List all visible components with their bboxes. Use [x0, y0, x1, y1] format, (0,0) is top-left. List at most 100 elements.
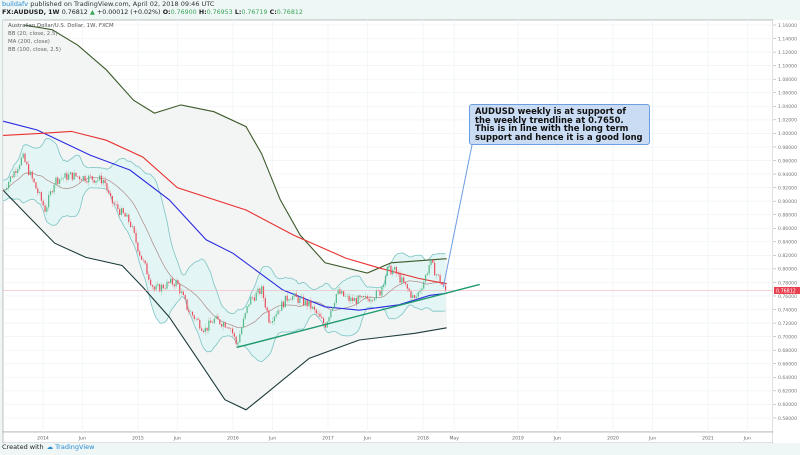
y-tick-label: 0.86000: [778, 226, 797, 232]
candle-body: [91, 176, 93, 180]
candle: [281, 298, 283, 311]
candle-body: [235, 336, 237, 344]
tradingview-logo[interactable]: ☁ TradingView: [46, 443, 95, 451]
candle-body: [64, 173, 66, 178]
y-tick-label: 1.06000: [778, 91, 797, 97]
candle-body: [277, 310, 279, 315]
candle-body: [268, 310, 270, 323]
candle: [210, 316, 212, 323]
y-tick-label: 0.62000: [778, 389, 797, 395]
candle-body: [28, 164, 30, 176]
candle: [140, 255, 143, 261]
candle-body: [410, 291, 412, 298]
candle: [122, 207, 124, 214]
candle: [384, 274, 387, 288]
candle-body: [403, 277, 405, 283]
candle-body: [6, 188, 8, 190]
candle-body: [60, 178, 63, 180]
candle-body: [262, 286, 265, 299]
legend-ma200[interactable]: MA (200, close): [8, 39, 50, 45]
candle-body: [166, 281, 168, 289]
candle-body: [230, 328, 232, 329]
price-chart[interactable]: 1.16000 1.14000 1.12000 1.10000 1.08000 1.060…: [0, 18, 800, 443]
time-axis[interactable]: [2, 431, 774, 443]
candle: [270, 320, 272, 324]
legend-bb100[interactable]: BB (100, close, 2.5): [8, 47, 61, 53]
candle: [151, 284, 154, 290]
candle-body: [419, 290, 421, 293]
candle: [124, 211, 126, 217]
candle-body: [186, 299, 188, 310]
candle: [195, 317, 197, 322]
candle-body: [248, 304, 250, 307]
candle-body: [444, 285, 447, 291]
candle: [49, 188, 52, 198]
candle-body: [146, 263, 148, 275]
candle: [432, 259, 434, 264]
candle: [113, 200, 115, 206]
candle: [58, 178, 61, 188]
candle: [319, 311, 321, 317]
author-link[interactable]: buildafv: [2, 0, 29, 8]
candle-body: [344, 296, 347, 297]
candle: [166, 278, 168, 290]
candle: [62, 177, 64, 182]
candle-body: [332, 307, 334, 311]
candle-body: [190, 311, 192, 313]
y-tick-label: 1.00000: [778, 131, 797, 137]
candle: [82, 175, 84, 183]
bb100-lower-line: [2, 189, 447, 411]
candle: [109, 190, 112, 200]
candle-body: [131, 226, 134, 227]
candle-body: [108, 190, 110, 194]
candle: [28, 160, 30, 177]
callout-pointer: [442, 144, 473, 288]
publish-info: buildafv published on TradingView.com, A…: [2, 0, 214, 8]
candle-body: [157, 284, 159, 286]
candle-body: [233, 333, 235, 337]
y-tick-label: 0.94000: [778, 172, 797, 178]
candle-body: [84, 176, 86, 182]
x-tick-label: 2014: [37, 436, 49, 442]
legend-bb20[interactable]: BB (20, close, 2.5): [8, 31, 58, 37]
candle: [137, 241, 139, 254]
candle-body: [88, 175, 90, 183]
candle: [346, 292, 348, 300]
candle-body: [322, 318, 325, 324]
symbol-info: FX:AUDUSD, 1W 0.76812 ▲ +0.00012 (+0.02%…: [2, 9, 303, 16]
candle-body: [414, 295, 416, 298]
candle-body: [75, 172, 77, 177]
candle: [264, 294, 266, 310]
candle-body: [221, 324, 223, 327]
candle: [392, 266, 394, 277]
candle-body: [200, 328, 203, 331]
candle: [148, 271, 150, 284]
x-tick-label: 2015: [132, 436, 144, 442]
candle: [421, 285, 423, 295]
candle-body: [95, 180, 97, 183]
candle: [244, 312, 246, 321]
candle: [26, 160, 28, 166]
candle-body: [381, 287, 383, 296]
candle-body: [366, 296, 368, 299]
y-tick-label: 0.68000: [778, 348, 797, 354]
candle-body: [80, 179, 83, 181]
candle: [197, 316, 199, 321]
candle-body: [390, 265, 392, 275]
candle-body: [124, 213, 126, 217]
price-axis[interactable]: [773, 20, 800, 443]
candle-body: [151, 285, 154, 287]
candle-body: [350, 297, 352, 302]
annotation-callout[interactable]: AUDUSD weekly is at support of the weekl…: [469, 104, 650, 145]
candle-body: [182, 291, 184, 296]
candle: [332, 306, 334, 312]
candle-body: [160, 284, 163, 292]
candle-body: [373, 298, 376, 301]
candle: [310, 297, 312, 313]
candle: [142, 257, 144, 263]
candle-body: [353, 298, 356, 302]
candle-body: [99, 175, 101, 180]
candle-body: [211, 322, 214, 324]
candle: [128, 213, 130, 225]
x-tick-label: 2018: [417, 436, 429, 442]
